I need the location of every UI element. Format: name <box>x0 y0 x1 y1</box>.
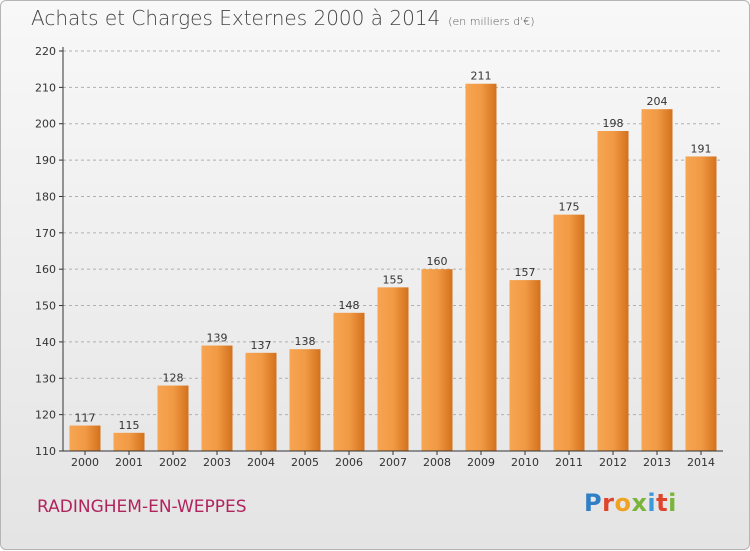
logo-letter: x <box>631 489 648 517</box>
logo-letter: P <box>584 489 603 517</box>
x-tick-label: 2001 <box>115 456 143 469</box>
proxiti-logo: Proxiti <box>584 489 677 517</box>
logo-letter: t <box>656 489 669 517</box>
y-tick-label: 160 <box>35 263 56 276</box>
value-label: 128 <box>163 372 184 385</box>
logo-letter: o <box>614 489 632 517</box>
chart-title: Achats et Charges Externes 2000 à 2014 (e… <box>31 6 535 30</box>
labels: 110 120 130 140 150 160 170 180 190 200 210 220 117 2… <box>35 45 715 469</box>
x-tick-label: 2002 <box>159 456 187 469</box>
x-tick-label: 2011 <box>555 456 583 469</box>
logo-letter: r <box>602 489 615 517</box>
bar <box>289 349 321 451</box>
bar <box>201 345 233 451</box>
x-tick-label: 2012 <box>599 456 627 469</box>
x-tick-label: 2013 <box>643 456 671 469</box>
value-label: 175 <box>559 201 580 214</box>
bar <box>157 385 189 451</box>
bar <box>421 269 453 451</box>
bar <box>69 425 101 451</box>
value-label: 191 <box>691 142 712 155</box>
value-label: 139 <box>207 332 228 345</box>
value-label: 155 <box>383 273 404 286</box>
logo-letter: i <box>668 489 677 517</box>
bar <box>553 214 585 451</box>
y-tick-label: 180 <box>35 190 56 203</box>
y-tick-label: 110 <box>35 445 56 458</box>
x-tick-label: 2003 <box>203 456 231 469</box>
y-tick-label: 130 <box>35 372 56 385</box>
bar <box>465 83 497 452</box>
x-tick-label: 2008 <box>423 456 451 469</box>
y-tick-label: 210 <box>35 81 56 94</box>
value-label: 198 <box>603 117 624 130</box>
x-tick-label: 2006 <box>335 456 363 469</box>
axes <box>59 47 723 455</box>
x-tick-label: 2007 <box>379 456 407 469</box>
x-tick-label: 2009 <box>467 456 495 469</box>
value-label: 211 <box>471 70 492 83</box>
value-label: 160 <box>427 255 448 268</box>
bar <box>245 352 277 451</box>
bar <box>685 156 717 452</box>
bar <box>113 432 145 451</box>
y-tick-label: 120 <box>35 409 56 422</box>
x-tick-label: 2014 <box>687 456 715 469</box>
units-label: (en milliers d'€) <box>448 15 535 28</box>
y-tick-label: 190 <box>35 154 56 167</box>
logo-letter: i <box>647 489 657 517</box>
bars <box>69 83 717 452</box>
x-tick-label: 2000 <box>71 456 99 469</box>
value-label: 115 <box>119 419 140 432</box>
value-label: 138 <box>295 335 316 348</box>
y-tick-label: 220 <box>35 45 56 58</box>
x-tick-label: 2010 <box>511 456 539 469</box>
value-label: 204 <box>647 95 668 108</box>
bar <box>333 312 365 451</box>
bar <box>597 131 629 451</box>
bar <box>641 109 673 451</box>
city-name: RADINGHEM-EN-WEPPES <box>37 497 247 517</box>
y-tick-label: 150 <box>35 300 56 313</box>
y-tick-label: 140 <box>35 336 56 349</box>
bar <box>509 280 541 451</box>
value-label: 137 <box>251 339 272 352</box>
y-tick-label: 170 <box>35 227 56 240</box>
bar <box>377 287 409 451</box>
value-label: 117 <box>75 412 96 425</box>
value-label: 148 <box>339 299 360 312</box>
x-tick-label: 2005 <box>291 456 319 469</box>
value-label: 157 <box>515 266 536 279</box>
title-text: Achats et Charges Externes 2000 à 2014 <box>31 6 441 30</box>
y-tick-label: 200 <box>35 118 56 131</box>
x-tick-label: 2004 <box>247 456 275 469</box>
